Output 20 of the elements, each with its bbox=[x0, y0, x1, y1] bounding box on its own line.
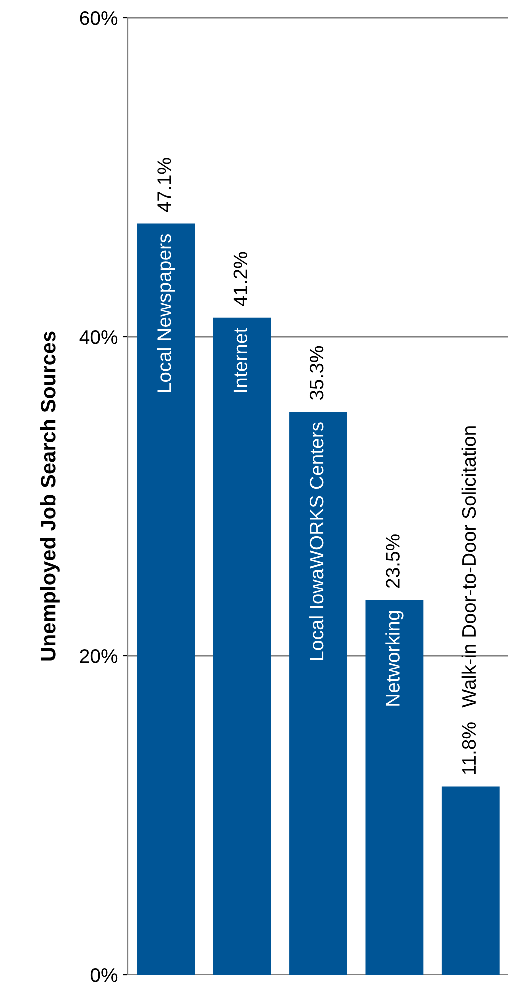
x-tick-label: Networking bbox=[386, 611, 404, 706]
bar bbox=[213, 318, 272, 975]
data-label: 41.2% bbox=[234, 252, 248, 306]
bar bbox=[366, 600, 424, 975]
bar bbox=[290, 412, 348, 975]
data-label: 23.5% bbox=[386, 534, 400, 588]
y-tick-label: 20% bbox=[80, 649, 118, 664]
x-tick-label: Walk-in Door-to-Door Solicitation bbox=[462, 426, 476, 708]
data-label: 35.3% bbox=[310, 346, 324, 400]
y-axis-title: Unemployed Job Search Sources bbox=[40, 332, 60, 661]
y-tick-label: 40% bbox=[80, 330, 118, 344]
x-tick-label: Local Newspapers bbox=[157, 234, 176, 392]
data-label: 11.8% bbox=[462, 722, 476, 774]
bar bbox=[137, 224, 196, 975]
x-tick-label: Internet bbox=[234, 328, 248, 392]
x-tick-label: Local IowaWORKS Centers bbox=[309, 422, 324, 660]
y-tick-label: 0% bbox=[90, 968, 118, 982]
y-tick-label: 60% bbox=[80, 11, 118, 26]
data-label: 47.1% bbox=[158, 158, 172, 212]
bar bbox=[442, 786, 500, 975]
